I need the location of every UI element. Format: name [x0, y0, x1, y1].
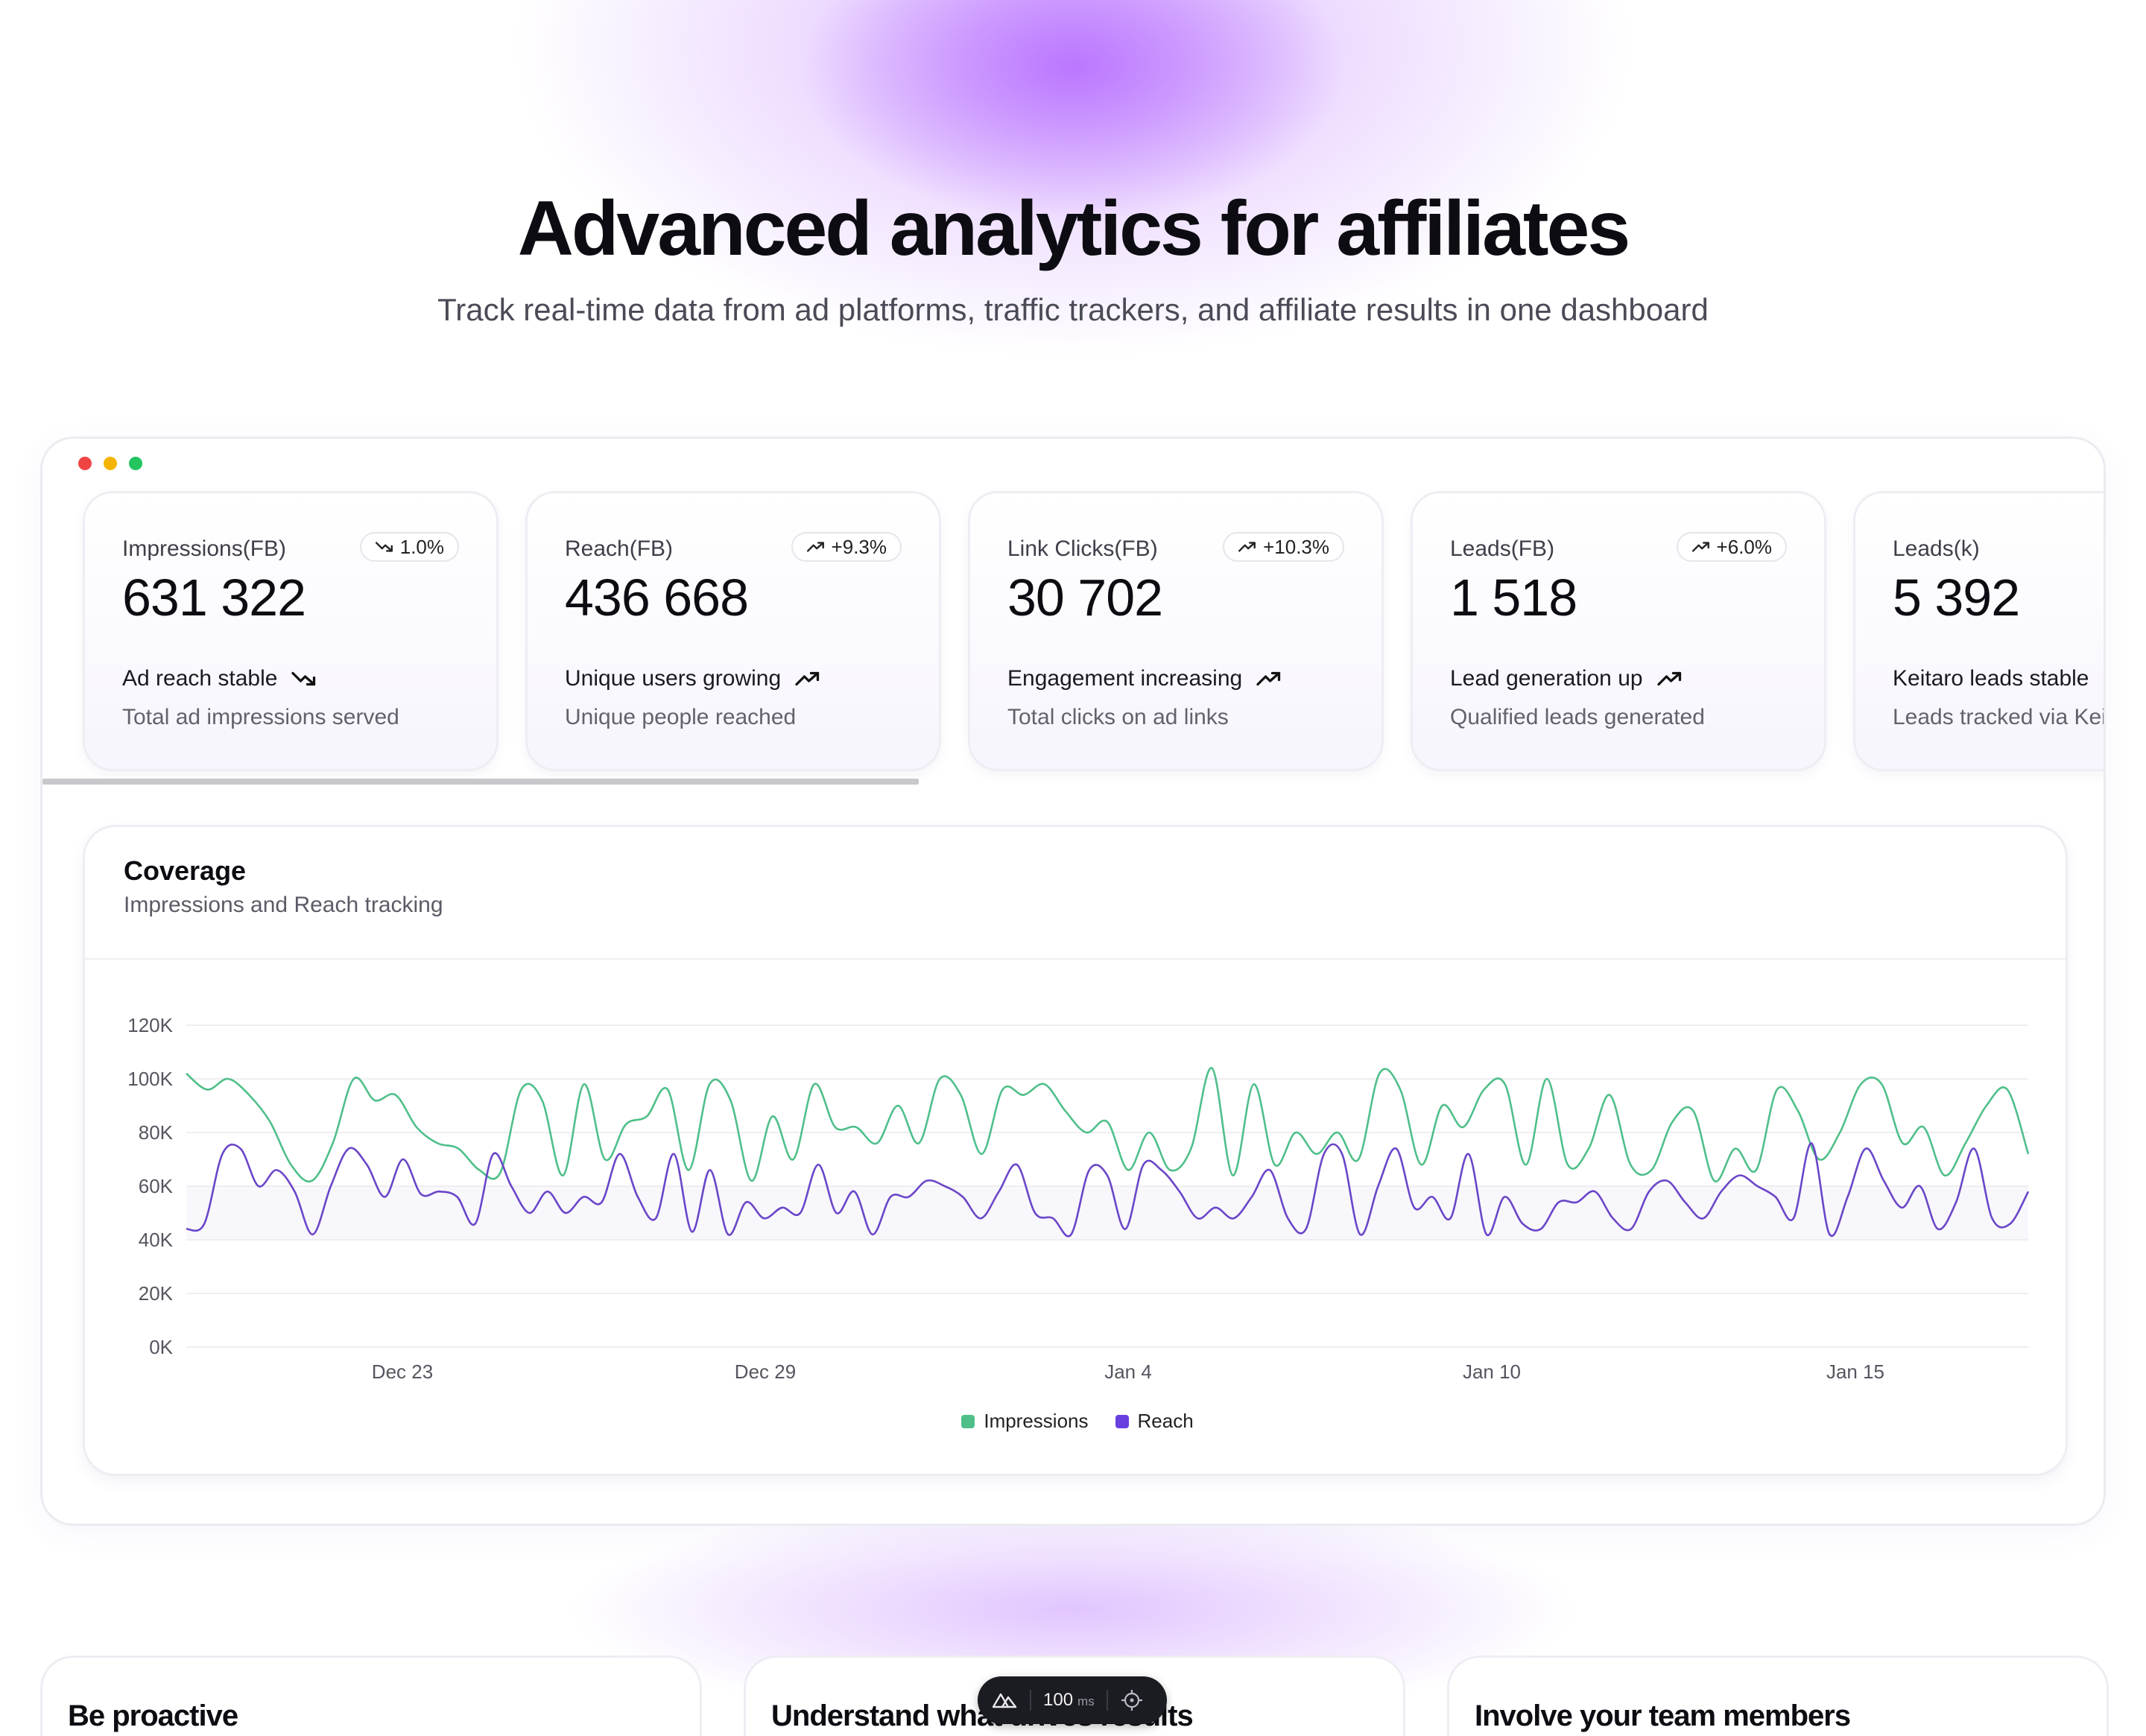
devtools-toolbar[interactable]: 100 ms: [978, 1676, 1167, 1724]
metric-status: Keitaro leads stable: [1893, 666, 2104, 691]
coverage-line-chart: 0K 20K 40K 60K 80K 100K 120K Dec 23 Dec 29 Jan 4 J…: [127, 1014, 2030, 1383]
window-controls: [78, 457, 142, 470]
metric-value: 436 668: [565, 568, 749, 627]
metric-name: Leads(k): [1893, 536, 1980, 561]
metric-card-impressions[interactable]: Impressions(FB) 1.0% 631 322 Ad reach st…: [83, 491, 498, 771]
metric-name: Impressions(FB): [122, 536, 287, 561]
minimize-dot[interactable]: [104, 457, 117, 470]
maximize-dot[interactable]: [129, 457, 142, 470]
render-time-value: 100: [1043, 1690, 1074, 1710]
target-icon[interactable]: [1120, 1688, 1144, 1712]
metric-cards: Impressions(FB) 1.0% 631 322 Ad reach st…: [83, 491, 2106, 774]
metric-value: 5 392: [1893, 568, 2020, 627]
x-tick-label: Jan 15: [1826, 1360, 1884, 1383]
feature-card-team[interactable]: Involve your team members: [1447, 1656, 2109, 1736]
change-badge: +9.3%: [791, 532, 902, 562]
metric-description: Leads tracked via Keit: [1893, 705, 2106, 729]
metric-status: Engagement increasing: [1007, 666, 1282, 691]
chart-legend: Impressions Reach: [85, 1410, 2070, 1433]
metric-name: Link Clicks(FB): [1007, 536, 1158, 561]
change-value: +10.3%: [1263, 535, 1329, 558]
toolbar-separator: [1030, 1690, 1031, 1711]
metric-card-link-clicks[interactable]: Link Clicks(FB) +10.3% 30 702 Engagement…: [968, 491, 1384, 771]
legend-swatch: [1115, 1414, 1129, 1428]
trend-up-icon: [1256, 671, 1281, 686]
metric-status: Ad reach stable: [122, 666, 317, 691]
y-tick-label: 0K: [149, 1336, 173, 1358]
trend-up-icon: [806, 542, 824, 552]
trend-down-icon: [291, 671, 316, 686]
change-badge: 1.0%: [359, 532, 459, 562]
metric-name: Leads(FB): [1450, 536, 1555, 561]
trend-up-icon: [795, 671, 820, 686]
change-badge: +6.0%: [1676, 532, 1787, 562]
metric-value: 30 702: [1007, 568, 1163, 627]
status-text: Keitaro leads stable: [1893, 666, 2089, 691]
trend-up-icon: [1656, 671, 1681, 686]
close-dot[interactable]: [78, 457, 92, 470]
nuxt-logo-icon[interactable]: [991, 1691, 1018, 1709]
x-tick-label: Jan 10: [1463, 1360, 1521, 1383]
chart-subtitle: Impressions and Reach tracking: [124, 893, 443, 917]
metric-name: Reach(FB): [565, 536, 674, 561]
metric-value: 631 322: [122, 568, 306, 627]
trend-up-icon: [1238, 542, 1256, 552]
trend-up-icon: [1691, 542, 1709, 552]
change-value: 1.0%: [399, 535, 444, 558]
metric-card-leads-keitaro[interactable]: Leads(k) 5 392 Keitaro leads stable Lead…: [1853, 491, 2106, 771]
series-line-reach[interactable]: [186, 1142, 2030, 1238]
plot-band: [186, 1186, 2028, 1240]
legend-item-impressions[interactable]: Impressions: [961, 1410, 1089, 1433]
render-time-unit: ms: [1077, 1694, 1095, 1708]
change-badge: +10.3%: [1223, 532, 1344, 562]
y-tick-label: 120K: [127, 1014, 173, 1036]
chart-title: Coverage: [124, 855, 247, 886]
x-tick-label: Dec 23: [372, 1360, 433, 1383]
legend-item-reach[interactable]: Reach: [1115, 1410, 1194, 1433]
hero-title: Advanced analytics for affiliates: [517, 186, 1630, 272]
status-text: Engagement increasing: [1007, 666, 1243, 691]
metric-status: Unique users growing: [565, 666, 821, 691]
y-tick-label: 20K: [139, 1282, 174, 1305]
x-tick-label: Dec 29: [735, 1360, 796, 1383]
feature-title: Involve your team members: [1475, 1699, 1851, 1732]
y-tick-label: 80K: [139, 1121, 174, 1144]
legend-swatch: [961, 1414, 975, 1428]
coverage-chart-panel: Coverage Impressions and Reach tracking …: [83, 825, 2068, 1476]
metric-description: Total clicks on ad links: [1007, 705, 1229, 729]
feature-title: Be proactive: [68, 1699, 238, 1732]
x-tick-label: Jan 4: [1104, 1360, 1152, 1383]
y-tick-label: 40K: [139, 1229, 174, 1251]
status-text: Ad reach stable: [122, 666, 278, 691]
metric-description: Qualified leads generated: [1450, 705, 1705, 729]
metric-card-leads-fb[interactable]: Leads(FB) +6.0% 1 518 Lead generation up…: [1411, 491, 1826, 771]
change-value: +6.0%: [1716, 535, 1772, 558]
dashboard-window: Impressions(FB) 1.0% 631 322 Ad reach st…: [40, 437, 2106, 1526]
status-text: Unique users growing: [565, 666, 782, 691]
metric-description: Total ad impressions served: [122, 705, 399, 729]
change-value: +9.3%: [831, 535, 887, 558]
status-text: Lead generation up: [1450, 666, 1643, 691]
trend-down-icon: [375, 542, 393, 552]
feature-card-proactive[interactable]: Be proactive: [40, 1656, 702, 1736]
series-line-impressions[interactable]: [186, 1067, 2030, 1183]
metric-card-reach[interactable]: Reach(FB) +9.3% 436 668 Unique users gro…: [525, 491, 941, 771]
metric-status: Lead generation up: [1450, 666, 1683, 691]
y-tick-label: 60K: [139, 1175, 174, 1197]
legend-label: Impressions: [984, 1410, 1089, 1432]
y-tick-label: 100K: [127, 1068, 173, 1090]
render-time: 100 ms: [1043, 1690, 1095, 1711]
trend-down-icon: [2103, 672, 2104, 674]
metric-value: 1 518: [1450, 568, 1577, 627]
metric-description: Unique people reached: [565, 705, 797, 729]
legend-label: Reach: [1137, 1410, 1194, 1432]
cards-scrollbar[interactable]: [42, 779, 919, 785]
hero-glow: [0, 0, 2146, 477]
toolbar-separator: [1106, 1690, 1108, 1711]
hero-subtitle: Track real-time data from ad platforms, …: [437, 292, 1709, 327]
chart-divider: [85, 958, 2066, 960]
